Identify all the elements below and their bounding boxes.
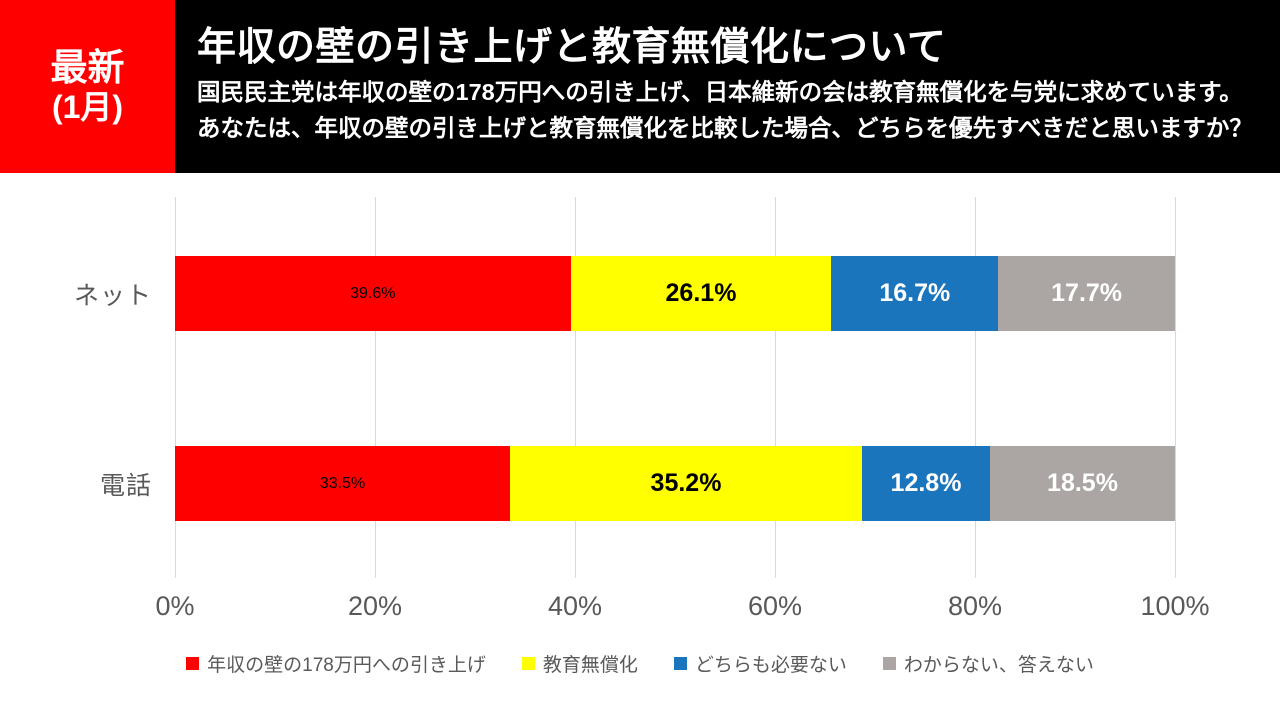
gridline — [975, 197, 976, 578]
legend-label: 年収の壁の178万円への引き上げ — [207, 655, 486, 676]
bar-segment: 17.7% — [998, 256, 1175, 331]
legend-label: わからない、答えない — [903, 655, 1094, 676]
subtitle-line1: 国民民主党は年収の壁の178万円への引き上げ、日本維新の会は教育無償化を与党に求… — [197, 79, 1243, 105]
x-tick-label: 60% — [747, 591, 803, 621]
page-title: 年収の壁の引き上げと教育無償化について — [197, 26, 947, 69]
legend-item: どちらも必要ない — [673, 650, 847, 677]
x-tick-label: 80% — [947, 591, 1003, 621]
x-tick-label: 100% — [1140, 591, 1210, 621]
gridline — [775, 197, 776, 578]
legend-color-marker — [186, 657, 200, 670]
segment-value-label: 35.2% — [650, 469, 722, 497]
header-main: 年収の壁の引き上げと教育無償化について 国民民主党は年収の壁の178万円への引き… — [175, 0, 1280, 173]
x-tick-label: 0% — [155, 591, 195, 621]
stacked-bar-chart: ネット 39.6% 26.1% 16.7% 17.7% 電話 33.5% 35.2% 12.8%… — [0, 173, 1280, 720]
segment-value-label: 12.8% — [890, 469, 962, 497]
x-tick-label: 40% — [547, 591, 603, 621]
plot-gridlines — [175, 197, 1176, 578]
latest-badge: 最新 (1月) — [0, 0, 175, 173]
badge-line1: 最新 — [50, 46, 125, 88]
legend-item: わからない、答えない — [882, 650, 1094, 677]
legend-item: 年収の壁の178万円への引き上げ — [186, 650, 486, 677]
legend: 年収の壁の178万円への引き上げ 教育無償化 どちらも必要ない わからない、答えない — [0, 650, 1280, 677]
bar-segment: 12.8% — [862, 446, 990, 521]
legend-color-marker — [673, 657, 687, 670]
x-axis-ticks: 0% 20% 40% 60% 80% 100% — [155, 591, 1209, 631]
category-label: ネット — [73, 281, 152, 310]
bar-segment: 26.1% — [570, 256, 832, 331]
segment-value-label: 17.7% — [1051, 279, 1123, 307]
legend-label: 教育無償化 — [542, 655, 638, 676]
legend-color-marker — [882, 657, 896, 670]
bar-segment: 33.5% — [175, 446, 510, 521]
segment-value-label: 18.5% — [1047, 469, 1118, 497]
x-tick-label: 20% — [347, 591, 403, 621]
segment-value-label: 33.5% — [319, 474, 366, 492]
category-label: 電話 — [99, 471, 152, 500]
gridline — [175, 197, 176, 578]
gridline — [575, 197, 576, 578]
gridline — [375, 197, 376, 578]
bar-segment: 16.7% — [831, 256, 999, 331]
segment-value-label: 26.1% — [665, 279, 737, 307]
bar-row: 39.6% 26.1% 16.7% 17.7% — [175, 256, 1175, 331]
bar-segment: 35.2% — [510, 446, 862, 521]
segment-value-label: 39.6% — [350, 284, 396, 302]
legend-color-marker — [521, 657, 535, 670]
bar-segment: 39.6% — [175, 256, 571, 331]
bar-segment: 18.5% — [990, 446, 1175, 521]
bar-row: 33.5% 35.2% 12.8% 18.5% — [175, 446, 1175, 521]
badge-line2: (1月) — [51, 89, 124, 126]
subtitle-line2: あなたは、年収の壁の引き上げと教育無償化を比較した場合、どちらを優先すべきだと思… — [197, 115, 1253, 142]
legend-item: 教育無償化 — [521, 650, 638, 677]
legend-label: どちらも必要ない — [694, 655, 847, 676]
segment-value-label: 16.7% — [879, 279, 951, 307]
header: 最新 (1月) 年収の壁の引き上げと教育無償化について 国民民主党は年収の壁の1… — [0, 0, 1280, 173]
gridline — [1175, 197, 1176, 578]
